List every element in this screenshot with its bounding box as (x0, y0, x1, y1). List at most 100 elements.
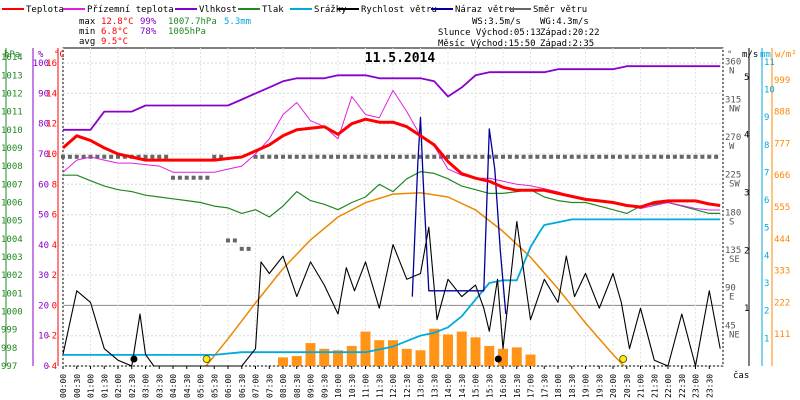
info-sun-rise: Slunce Východ:05:13 (438, 28, 541, 38)
wind-direction-point (301, 154, 306, 159)
stats-value: 1005hPa (168, 27, 206, 37)
direction-name-label: NE (729, 330, 740, 340)
time-axis-header: čas (733, 370, 749, 381)
direction-name-label: S (729, 217, 734, 227)
time-tick-label: 15:00 (472, 374, 481, 398)
solar-bar (484, 345, 495, 366)
wind-direction-point (253, 154, 258, 159)
wm-tick-label: 999 (774, 76, 790, 86)
solar-bar (388, 340, 398, 366)
wind-direction-point (157, 154, 162, 159)
direction-name-label: E (729, 293, 734, 303)
pressure-tick-label: 997 (1, 362, 17, 372)
wm-tick-label: 444 (774, 235, 790, 245)
humidity-tick-label: 20 (38, 301, 49, 311)
time-tick-label: 11:30 (375, 374, 384, 398)
wind-direction-point (322, 154, 327, 159)
wm-tick-label: 222 (774, 298, 790, 308)
wind-direction-point (590, 154, 595, 159)
wind-direction-point (164, 154, 169, 159)
ms-tick-label: 2 (744, 246, 749, 256)
pressure-tick-label: 1011 (1, 108, 23, 118)
direction-tick-label: 180 (725, 208, 741, 218)
solar-bar (443, 334, 453, 366)
solar-bar (346, 345, 357, 366)
wind-direction-point (95, 154, 100, 159)
time-tick-label: 20:00 (609, 374, 618, 398)
stats-value: min (79, 27, 95, 37)
mm-tick-label: 10 (764, 85, 775, 95)
wm-tick-label: 777 (774, 139, 790, 149)
direction-name-label: SE (729, 255, 740, 265)
direction-tick-label: 45 (725, 321, 736, 331)
time-tick-label: 16:30 (513, 374, 522, 398)
info-wind-gust: WG:4.3m/s (540, 17, 589, 27)
info-sun-set: Západ:20:22 (540, 28, 600, 38)
wind-direction-point (102, 154, 107, 159)
pressure-tick-label: 1009 (1, 144, 23, 154)
time-tick-label: 03:30 (155, 374, 164, 398)
wind-direction-point (61, 154, 65, 159)
wind-direction-point (452, 154, 457, 159)
time-tick-label: 09:00 (307, 374, 316, 398)
legend-label: Směr větru (533, 5, 587, 15)
wind-direction-point (397, 154, 402, 159)
pressure-tick-label: 1004 (1, 235, 23, 245)
wm-tick-label: 555 (774, 203, 790, 213)
wind-direction-point (198, 175, 203, 180)
wind-direction-point (171, 175, 175, 180)
mm-tick-label: 4 (764, 251, 769, 261)
time-tick-label: 02:00 (114, 374, 123, 398)
pressure-tick-label: 1013 (1, 71, 23, 81)
wind-direction-point (411, 154, 416, 159)
wind-direction-point (501, 154, 505, 159)
direction-tick-label: 135 (725, 246, 741, 256)
solar-bar (511, 347, 522, 366)
wind-direction-point (672, 154, 677, 159)
ms-tick-label: 5 (744, 73, 749, 83)
pressure-line (63, 171, 721, 218)
wind-direction-point (287, 154, 292, 159)
humidity-tick-label: 80 (38, 120, 49, 130)
wind-direction-point (177, 175, 182, 180)
wind-direction-point (617, 154, 622, 159)
humidity-tick-label: 40 (38, 241, 49, 251)
wind-direction-point (260, 154, 265, 159)
wind-direction-point (150, 154, 155, 159)
stats-value: 12.8°C (101, 17, 134, 27)
wind-direction-point (342, 154, 347, 159)
temperature-tick-label: 6 (52, 211, 57, 221)
wind-direction-point (611, 154, 615, 159)
ms-tick-label: 4 (744, 131, 749, 141)
wind-direction-point (418, 154, 423, 159)
humidity-tick-label: 100 (33, 59, 49, 69)
legend-label: Rychlost větru (361, 5, 437, 15)
wind-direction-point (700, 154, 705, 159)
direction-axis-header: ° (727, 50, 732, 60)
pressure-tick-label: 1005 (1, 217, 23, 227)
wind-direction-point (624, 154, 629, 159)
stats-value: max (79, 17, 96, 27)
wind-direction-point (267, 154, 272, 159)
stats-value: avg (79, 37, 95, 47)
wm-tick-label: 666 (774, 171, 790, 181)
direction-tick-label: 270 (725, 133, 741, 143)
wm-tick-label: 333 (774, 267, 790, 277)
wind-direction-point (281, 154, 285, 159)
time-tick-label: 08:30 (293, 374, 302, 398)
wind-direction-point (308, 154, 313, 159)
time-tick-label: 14:30 (458, 374, 467, 398)
time-tick-label: 12:00 (389, 374, 398, 398)
moonset-marker (130, 355, 138, 363)
solar-bar (415, 350, 426, 366)
wind-direction-point (205, 175, 210, 180)
direction-name-label: NW (729, 104, 740, 114)
direction-name-label: N (729, 67, 734, 77)
temperature-tick-label: 0 (52, 301, 57, 311)
ms-tick-label: 3 (744, 189, 749, 199)
wind-direction-point (604, 154, 609, 159)
temperature-tick-label: 14 (46, 89, 57, 99)
solar-bar (470, 337, 481, 366)
